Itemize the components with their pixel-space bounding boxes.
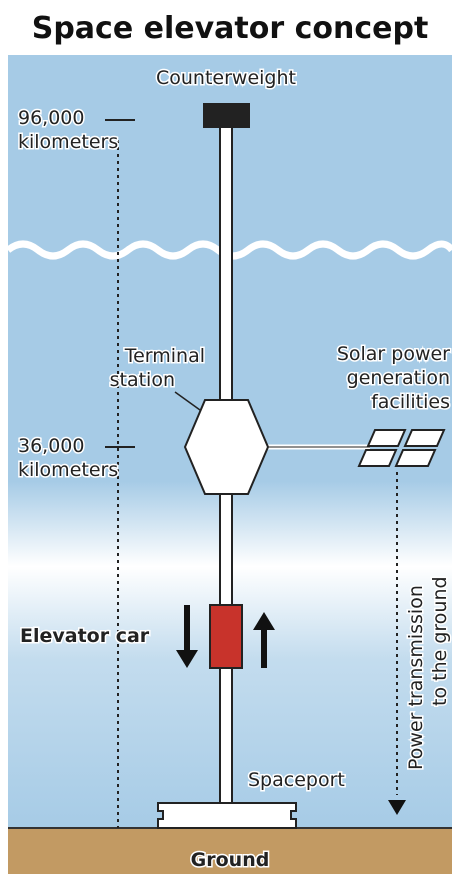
altitude-label: kilometers (18, 131, 118, 153)
solar-label: generation (347, 367, 450, 389)
ground-label: Ground (191, 849, 270, 871)
power-label: to the ground (429, 576, 451, 706)
elevator-car (210, 605, 242, 668)
station-label: Terminal (124, 345, 205, 367)
elevator-label: Elevator car (20, 625, 150, 647)
solar-label: Solar power (337, 343, 450, 365)
altitude-label: 36,000 (18, 435, 84, 457)
solar-label: facilities (371, 391, 450, 413)
power-label: Power transmission (405, 585, 427, 770)
diagram: Space elevator concept Ground Counterwei… (0, 0, 460, 874)
spaceport (158, 803, 296, 828)
title: Space elevator concept (32, 11, 429, 46)
counterweight-label: Counterweight (156, 67, 296, 89)
station-label: station (110, 369, 175, 391)
counterweight (203, 103, 250, 128)
altitude-label: kilometers (18, 459, 118, 481)
spaceport-label: Spaceport (248, 769, 345, 791)
altitude-label: 96,000 (18, 107, 84, 129)
